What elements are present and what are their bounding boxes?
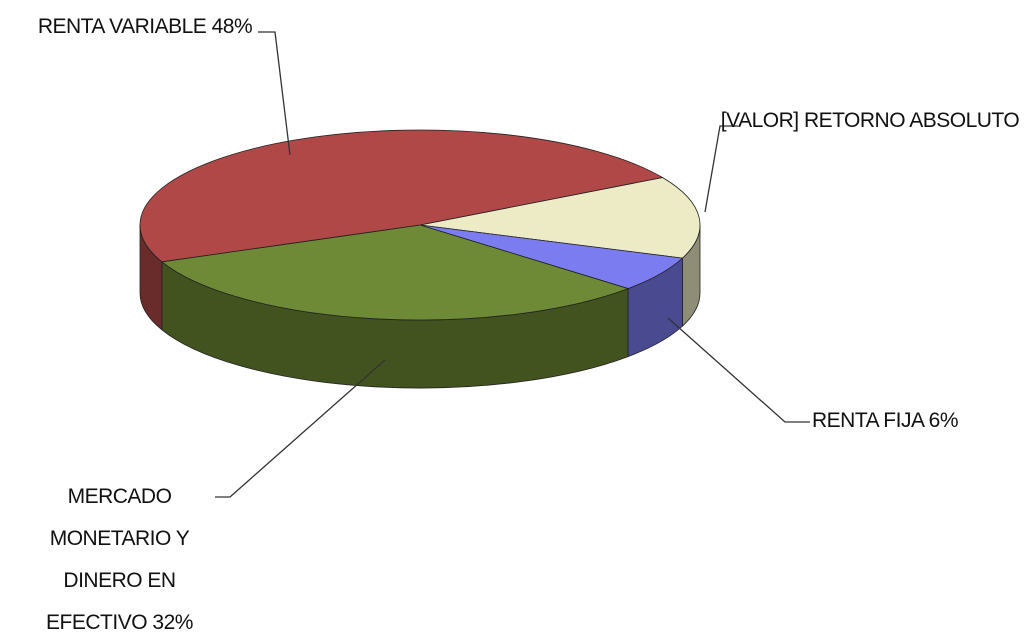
- value-label: 32%: [152, 611, 193, 634]
- category-label: RETORNO ABSOLUTO: [803, 109, 1020, 132]
- value-label: 6%: [928, 409, 959, 432]
- pie-slice: [160, 224, 630, 321]
- tops: [139, 129, 701, 321]
- leader-line: [258, 31, 291, 156]
- category-label: RENTA VARIABLE: [37, 15, 207, 38]
- pie-slice: [139, 129, 664, 263]
- category-label: MERCADO MONETARIO Y DINERO EN EFECTIVO: [46, 485, 190, 634]
- data-label: RENTA FIJA 6%: [812, 400, 959, 442]
- data-label: [VALOR] RETORNO ABSOLUTO: [715, 100, 1025, 142]
- data-label: RENTA VARIABLE 48%: [10, 6, 280, 48]
- data-label: MERCADO MONETARIO Y DINERO EN EFECTIVO 3…: [22, 476, 217, 642]
- pie-slice: [419, 177, 701, 259]
- leader-line: [667, 317, 810, 423]
- leader-line: [704, 125, 738, 213]
- leader-line: [215, 359, 386, 498]
- walls: [139, 224, 701, 389]
- value-label: 48%: [211, 15, 253, 38]
- value-label: [VALOR]: [720, 109, 799, 132]
- category-label: RENTA FIJA: [812, 409, 924, 432]
